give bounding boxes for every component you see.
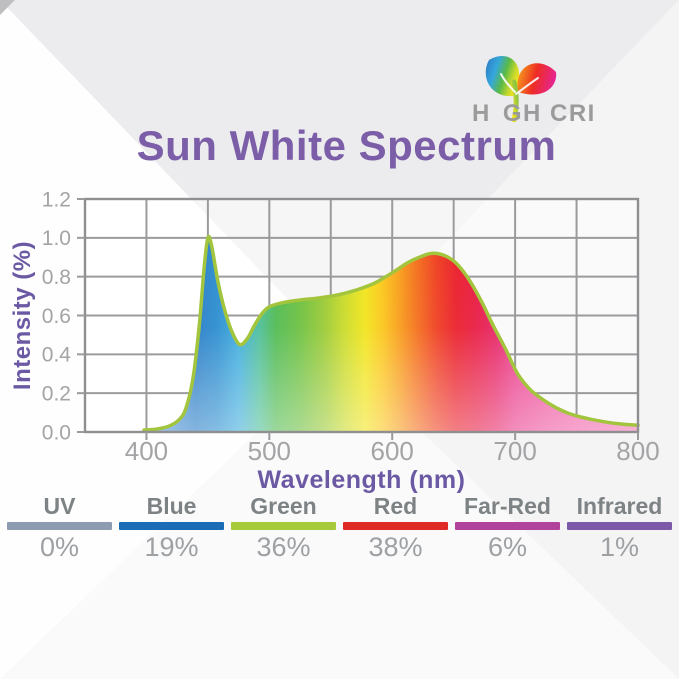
- legend-bar-infrared: [567, 522, 672, 530]
- y-axis-title: Intensity (%): [9, 241, 36, 390]
- x-tick-label: 800: [616, 436, 659, 466]
- legend-item-blue: Blue 19%: [119, 493, 224, 562]
- plant-leaves-icon: [485, 56, 557, 122]
- legend-item-infrared: Infrared 1%: [567, 493, 672, 562]
- legend-value: 0%: [39, 532, 80, 562]
- legend-value: 1%: [599, 532, 640, 562]
- spectrum-area-fade: [144, 236, 638, 432]
- y-tick-label: 0.0: [42, 421, 71, 444]
- legend-value: 19%: [144, 532, 199, 562]
- legend-bar-uv: [7, 522, 112, 530]
- legend-label: Infrared: [576, 493, 663, 519]
- legend-value: 36%: [256, 532, 311, 562]
- legend-label: Far-Red: [464, 493, 551, 519]
- brand-name: H GH CRI: [472, 102, 596, 126]
- legend-bar-green: [231, 522, 336, 530]
- legend-bar-blue: [119, 522, 224, 530]
- y-tick-label: 0.4: [42, 344, 72, 367]
- legend-label: UV: [43, 493, 76, 519]
- y-tick-label: 1.2: [42, 188, 71, 211]
- x-tick-label: 400: [125, 436, 168, 466]
- y-tick-label: 0.2: [42, 383, 71, 406]
- legend-item-far-red: Far-Red 6%: [455, 493, 560, 562]
- legend-item-uv: UV 0%: [7, 493, 112, 562]
- legend-label: Blue: [146, 493, 197, 519]
- y-tick-label: 1.0: [42, 227, 71, 250]
- x-axis-title: Wavelength (nm): [258, 466, 466, 494]
- spectrum-curve-outline: [142, 234, 640, 432]
- legend-label: Green: [250, 493, 317, 519]
- legend-value: 6%: [487, 532, 528, 562]
- brand-name-right: GH CRI: [502, 100, 596, 127]
- legend-item-green: Green 36%: [231, 493, 336, 562]
- y-tick-label: 0.8: [42, 266, 71, 289]
- legend-bar-red: [343, 522, 448, 530]
- x-tick-label: 600: [371, 436, 414, 466]
- x-tick-label: 700: [493, 436, 536, 466]
- spectrum-legend: UV 0% Blue 19% Green 36% Red 38% Far-Red…: [0, 493, 679, 562]
- legend-value: 38%: [368, 532, 423, 562]
- corner-accent-triangle: [0, 0, 15, 15]
- y-tick-label: 0.6: [42, 305, 71, 328]
- x-tick-label: 500: [248, 436, 291, 466]
- brand-logo: H GH CRI: [462, 52, 632, 126]
- legend-bar-far-red: [455, 522, 560, 530]
- legend-item-red: Red 38%: [343, 493, 448, 562]
- page-title: Sun White Spectrum: [136, 122, 557, 169]
- brand-name-left: H: [472, 100, 491, 127]
- legend-label: Red: [373, 493, 418, 519]
- spectrum-plot-svg: 0.0 0.2 0.4 0.6 0.8 1.0 1.2 400 500 600 700 800 Inte…: [9, 188, 660, 494]
- spectrum-chart: 0.0 0.2 0.4 0.6 0.8 1.0 1.2 400 500 600 700 800 Inte…: [0, 186, 679, 496]
